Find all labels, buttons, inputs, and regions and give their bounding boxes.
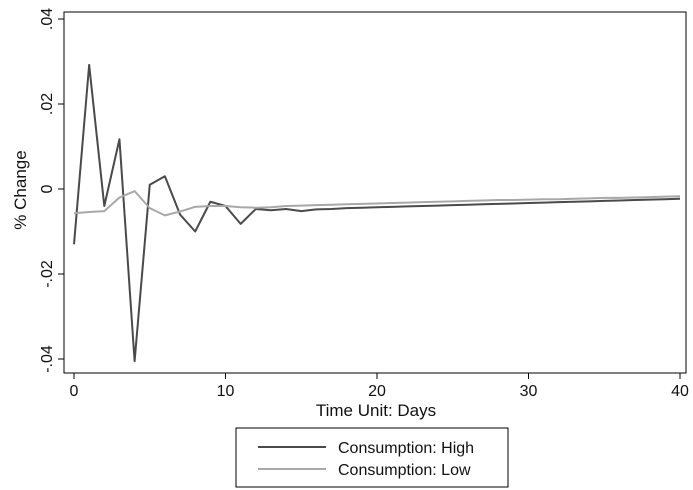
- legend-label-low: Consumption: Low: [338, 462, 471, 479]
- series-lines: [73, 63, 681, 363]
- x-axis-ticks: 0 10 20 30 40: [70, 373, 689, 400]
- y-axis-title: % Change: [11, 150, 30, 229]
- y-tick-label: .02: [39, 93, 56, 115]
- y-tick-label: -.04: [39, 345, 56, 373]
- x-tick-label: 10: [217, 383, 235, 400]
- y-axis-ticks: -.04 -.02 0 .02 .04: [39, 8, 64, 373]
- y-tick-label: -.02: [39, 260, 56, 288]
- legend-box: [235, 427, 509, 488]
- series-line-consumption-high: [73, 63, 681, 363]
- series-line-consumption-low: [73, 190, 681, 217]
- x-tick-label: 0: [70, 383, 79, 400]
- plot-frame: [63, 11, 687, 374]
- legend: Consumption: High Consumption: Low: [235, 427, 509, 488]
- y-tick-label: .04: [39, 8, 56, 30]
- x-tick-label: 30: [520, 383, 538, 400]
- y-tick-label: 0: [39, 184, 56, 193]
- legend-label-high: Consumption: High: [338, 440, 474, 457]
- x-tick-label: 40: [671, 383, 689, 400]
- x-tick-label: 20: [368, 383, 386, 400]
- x-axis-title: Time Unit: Days: [316, 401, 436, 420]
